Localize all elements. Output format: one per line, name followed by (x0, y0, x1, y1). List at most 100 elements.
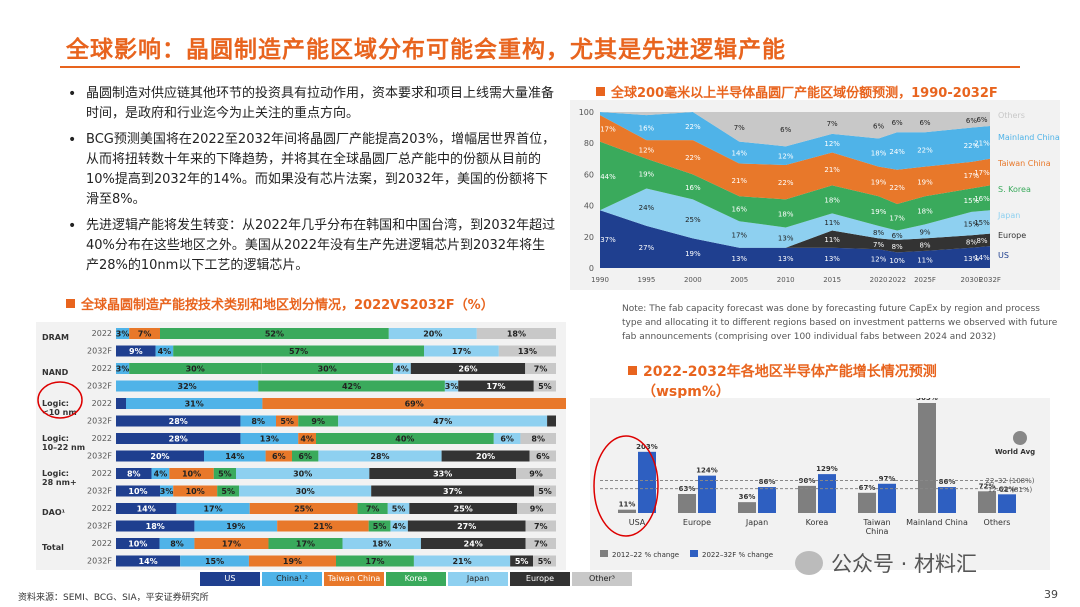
svg-text:22%: 22% (889, 184, 905, 192)
svg-text:22%: 22% (917, 146, 933, 154)
svg-text:14%: 14% (139, 557, 158, 566)
svg-text:20%: 20% (476, 452, 495, 461)
svg-text:13%: 13% (964, 255, 980, 263)
page-number: 39 (1044, 588, 1058, 601)
svg-text:18%: 18% (917, 207, 933, 215)
svg-text:8%: 8% (873, 229, 884, 237)
svg-text:9%: 9% (530, 505, 544, 514)
bar-segment: 14% (116, 555, 181, 567)
svg-text:6%: 6% (919, 119, 930, 127)
bar-segment: 21% (413, 555, 511, 567)
bar-segment: 28% (318, 450, 442, 462)
svg-text:17%: 17% (732, 231, 748, 239)
bar-segment: 3% (116, 363, 129, 374)
growth-chart-title: 2022-2032年各地区半导体产能增长情况预测 （wspm%） (628, 362, 937, 402)
svg-text:2032F: 2032F (979, 276, 1001, 284)
svg-text:2022: 2022 (92, 434, 112, 443)
bar-segment: 18% (476, 328, 556, 339)
svg-text:18%: 18% (824, 196, 840, 204)
svg-text:30%: 30% (186, 365, 205, 374)
bar-segment: 25% (249, 503, 358, 514)
svg-text:21%: 21% (974, 139, 990, 147)
svg-text:72%: 72% (979, 482, 996, 490)
bar-segment: 27% (407, 520, 526, 532)
svg-text:40%: 40% (395, 435, 414, 444)
growth-bar-chart: 11%203%USA63%124%Europe36%86%Japan90%129… (593, 394, 1035, 559)
svg-text:37%: 37% (443, 487, 462, 496)
svg-text:22%: 22% (685, 154, 701, 162)
bar-segment: 15% (180, 555, 249, 567)
svg-text:2022: 2022 (92, 539, 112, 548)
bar-segment: 10% (169, 468, 214, 479)
svg-text:11%: 11% (619, 501, 636, 509)
bar-segment: 30% (236, 468, 370, 479)
svg-text:6%: 6% (272, 452, 286, 461)
svg-text:365%: 365% (916, 398, 938, 402)
bar-segment: 4% (390, 520, 408, 532)
source-note: 资料来源：SEMI、BCG、SIA，平安证券研究所 (18, 593, 209, 603)
svg-text:11%: 11% (917, 256, 933, 264)
svg-text:5%: 5% (538, 382, 552, 391)
svg-text:2030F: 2030F (961, 276, 983, 284)
bar-segment: 57% (173, 345, 424, 357)
svg-text:7%: 7% (366, 505, 380, 514)
bar-segment: 4% (151, 468, 170, 479)
svg-text:6%: 6% (892, 119, 903, 127)
svg-text:5%: 5% (538, 557, 552, 566)
bar-2022-32 (998, 494, 1016, 513)
svg-text:16%: 16% (685, 184, 701, 192)
svg-text:44%: 44% (600, 173, 616, 181)
svg-text:31%: 31% (185, 400, 204, 409)
bar-segment: 17% (424, 345, 499, 357)
svg-text:17%: 17% (974, 169, 990, 177)
bar-chart-legend: US China¹,² Taiwan China Korea Japan Europe Ot… (200, 572, 632, 586)
svg-text:6%: 6% (536, 452, 550, 461)
svg-text:2015: 2015 (823, 276, 841, 284)
bar-segment: 3% (445, 380, 458, 392)
area-series (600, 115, 990, 205)
svg-text:6%: 6% (976, 116, 987, 124)
svg-text:2032F: 2032F (87, 417, 112, 426)
svg-text:2032F: 2032F (87, 452, 112, 461)
bar-segment: 30% (261, 363, 394, 374)
bar-segment: 10% (116, 538, 160, 549)
svg-text:8%: 8% (170, 540, 184, 549)
svg-text:USA: USA (629, 518, 646, 527)
bar-segment: 31% (126, 398, 263, 409)
svg-text:4%: 4% (392, 522, 406, 531)
svg-text:12%: 12% (824, 140, 840, 148)
svg-text:19%: 19% (226, 522, 245, 531)
svg-text:17%: 17% (486, 382, 505, 391)
bar-segment: 14% (116, 503, 177, 514)
bar-segment: 7% (525, 538, 556, 549)
bar-segment: 4% (393, 363, 411, 374)
svg-text:4%: 4% (395, 365, 409, 374)
svg-text:6%: 6% (780, 126, 791, 134)
bar-segment: 20% (441, 450, 530, 462)
svg-text:Logic:: Logic: (42, 469, 69, 478)
svg-text:15%: 15% (205, 557, 224, 566)
svg-text:Europe: Europe (683, 518, 711, 527)
bar-segment: 26% (410, 363, 526, 374)
svg-text:Japan: Japan (745, 518, 768, 527)
svg-text:2032F: 2032F (87, 382, 112, 391)
svg-text:100: 100 (579, 108, 594, 117)
svg-text:8%: 8% (966, 238, 977, 246)
bar-segment: 5% (276, 415, 299, 427)
bar-2022-32 (878, 483, 896, 513)
svg-text:60: 60 (584, 170, 594, 179)
svg-text:0: 0 (589, 264, 594, 273)
svg-text:21%: 21% (452, 557, 471, 566)
svg-text:18%: 18% (146, 522, 165, 531)
legend-item: US (200, 572, 260, 586)
bar-segment: 19% (248, 555, 336, 567)
title-divider (60, 66, 1020, 68)
svg-text:21%: 21% (313, 522, 332, 531)
svg-text:7%: 7% (534, 365, 548, 374)
svg-text:13%: 13% (732, 255, 748, 263)
svg-text:2022: 2022 (92, 469, 112, 478)
svg-text:17%: 17% (600, 125, 616, 133)
svg-text:52%: 52% (265, 330, 284, 339)
svg-text:22%: 22% (778, 179, 794, 187)
svg-text:25%: 25% (454, 505, 473, 514)
